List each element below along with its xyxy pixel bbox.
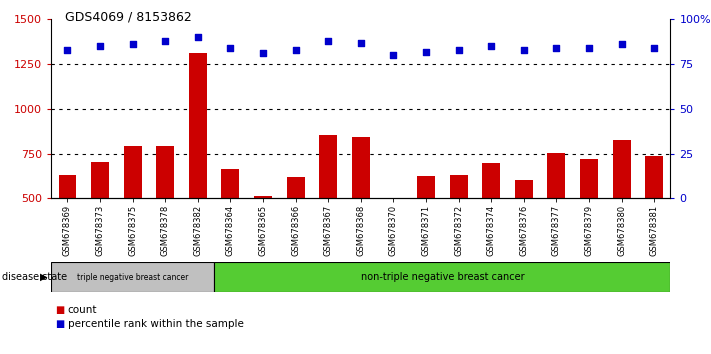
FancyBboxPatch shape [51, 262, 214, 292]
Text: percentile rank within the sample: percentile rank within the sample [68, 319, 243, 329]
Point [159, 38, 171, 44]
Point [518, 47, 530, 53]
Bar [189, 53, 207, 287]
Bar [254, 196, 272, 287]
Bar [287, 177, 304, 287]
Bar [319, 135, 337, 287]
Text: ■: ■ [55, 319, 64, 329]
Text: ■: ■ [55, 305, 64, 315]
Bar [417, 176, 435, 287]
Bar [58, 175, 77, 287]
Point [551, 45, 562, 51]
Point [583, 45, 594, 51]
Point [323, 38, 334, 44]
Bar [645, 156, 663, 287]
Point [290, 47, 301, 53]
Bar [580, 159, 598, 287]
Text: count: count [68, 305, 97, 315]
Bar [222, 169, 240, 287]
Text: ▶: ▶ [40, 272, 48, 282]
Bar [124, 147, 141, 287]
Point [95, 44, 106, 49]
Bar [613, 140, 631, 287]
Text: non-triple negative breast cancer: non-triple negative breast cancer [360, 272, 524, 282]
Text: triple negative breast cancer: triple negative breast cancer [77, 273, 188, 281]
Point [62, 47, 73, 53]
Bar [515, 181, 533, 287]
Bar [352, 137, 370, 287]
Point [355, 40, 367, 46]
Point [453, 47, 464, 53]
Point [192, 35, 203, 40]
Bar [91, 162, 109, 287]
Point [648, 45, 660, 51]
Text: disease state: disease state [2, 272, 68, 282]
Point [257, 51, 269, 56]
Point [225, 45, 236, 51]
Text: GDS4069 / 8153862: GDS4069 / 8153862 [65, 11, 192, 24]
Point [387, 52, 399, 58]
Bar [449, 175, 468, 287]
Point [127, 42, 139, 47]
Bar [385, 204, 402, 287]
Bar [482, 164, 500, 287]
Point [420, 49, 432, 55]
Point [486, 44, 497, 49]
FancyBboxPatch shape [214, 262, 670, 292]
Bar [547, 153, 565, 287]
Point [616, 42, 627, 47]
Bar [156, 147, 174, 287]
